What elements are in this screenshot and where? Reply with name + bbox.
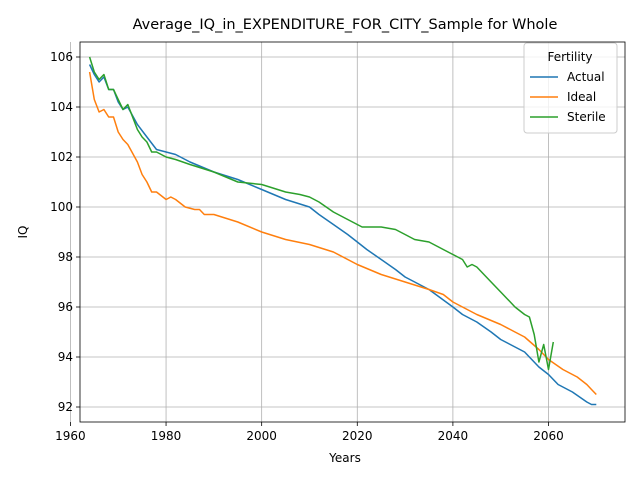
y-tick-label: 98 xyxy=(58,250,73,264)
x-tick-label: 2000 xyxy=(246,429,277,443)
legend: Fertility Actual Ideal Sterile xyxy=(524,43,617,133)
y-tick-label: 94 xyxy=(58,350,73,364)
x-tick-label: 1960 xyxy=(55,429,86,443)
x-axis-title: Years xyxy=(328,451,361,465)
legend-title: Fertility xyxy=(547,50,592,64)
y-tick-label: 96 xyxy=(58,300,73,314)
x-tick-label: 2040 xyxy=(438,429,469,443)
chart-title: Average_IQ_in_EXPENDITURE_FOR_CITY_Sampl… xyxy=(133,17,558,33)
x-tick-label: 2060 xyxy=(533,429,564,443)
legend-label-ideal: Ideal xyxy=(567,90,596,104)
y-tick-label: 100 xyxy=(50,200,73,214)
y-tick-label: 106 xyxy=(50,50,73,64)
x-tick-label: 1980 xyxy=(151,429,182,443)
y-tick-label: 92 xyxy=(58,400,73,414)
y-tick-label: 104 xyxy=(50,100,73,114)
y-tick-label: 102 xyxy=(50,150,73,164)
legend-label-actual: Actual xyxy=(567,70,605,84)
y-axis-title: IQ xyxy=(16,226,30,239)
legend-label-sterile: Sterile xyxy=(567,110,606,124)
x-tick-label: 2020 xyxy=(342,429,373,443)
